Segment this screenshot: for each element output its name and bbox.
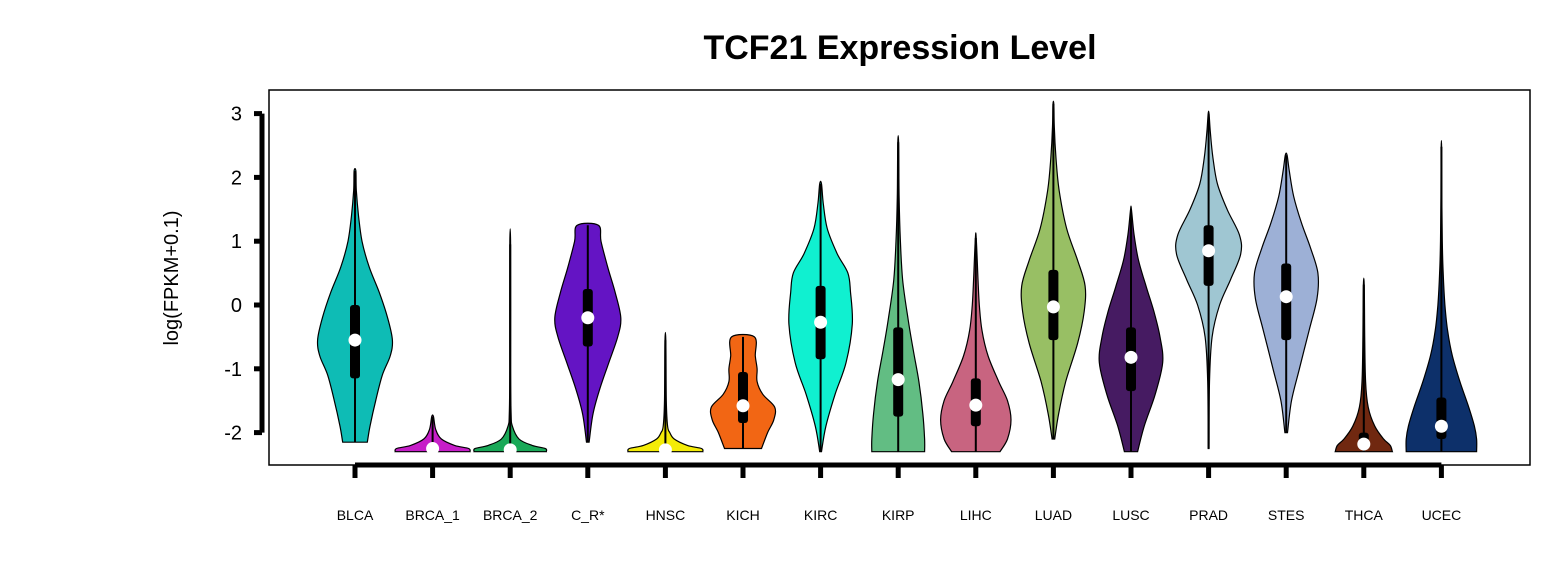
violin-median-stes [1279,290,1293,304]
violin-median-kirp [891,373,905,387]
violin-ucec [1405,139,1478,453]
y-axis-label: log(FPKM+0.1) [161,210,183,345]
x-tick-label-c-r: C_R* [571,507,605,523]
violin-median-c-r [581,311,595,325]
x-tick-label-stes: STES [1268,507,1305,523]
x-tick-label-brca-2: BRCA_2 [483,507,538,523]
y-tick-label: -1 [224,359,242,381]
violin-thca [1334,277,1394,453]
y-tick-label: 0 [231,295,242,317]
violin-brca-2 [473,228,548,457]
violin-median-ucec [1434,419,1448,433]
violin-median-brca-1 [426,442,440,456]
violin-prad [1175,110,1243,450]
x-tick-label-blca: BLCA [337,507,374,523]
violin-brca-1 [394,414,471,456]
violin-median-brca-2 [503,443,517,457]
violin-iqr-kirp [893,327,904,417]
violin-kich [709,333,777,450]
x-tick-label-brca-1: BRCA_1 [405,507,460,523]
violin-kirp [871,134,926,453]
x-tick-label-kirc: KIRC [804,507,837,523]
violin-kirc [788,180,854,453]
violin-iqr-kich [738,371,748,424]
violin-hnsc [627,331,704,457]
y-tick-label: -2 [224,423,242,445]
y-tick-label: 1 [231,231,242,253]
violin-luad [1020,100,1087,440]
y-tick-label: 3 [231,104,242,126]
violin-c-r [554,222,622,443]
x-tick-label-thca: THCA [1345,507,1384,523]
violin-blca [316,168,394,443]
violin-median-blca [348,333,362,347]
axes-group: 3 2 1 0 -1 -2 BLCA BRCA_1 BRCA_2 C_R* HNSC KICH KIRC… [224,104,1461,523]
y-tick-label: 2 [231,167,242,189]
x-tick-label-lusc: LUSC [1112,507,1149,523]
x-tick-label-prad: PRAD [1189,507,1228,523]
violin-median-hnsc [658,443,672,457]
violin-median-luad [1046,300,1060,314]
x-tick-label-kich: KICH [726,507,759,523]
violin-median-lusc [1124,350,1138,364]
violin-median-lihc [969,398,983,412]
violin-stes [1253,152,1320,434]
x-tick-label-hnsc: HNSC [646,507,686,523]
violin-iqr-ucec [1436,397,1447,439]
violin-median-kich [736,399,750,413]
violin-median-kirc [814,315,828,329]
x-tick-label-luad: LUAD [1035,507,1072,523]
violin-median-thca [1357,437,1371,451]
violins-group [316,100,1478,457]
violin-lusc [1098,205,1164,453]
violin-lihc [939,232,1012,453]
x-tick-label-lihc: LIHC [960,507,992,523]
x-tick-label-ucec: UCEC [1422,507,1462,523]
x-tick-label-kirp: KIRP [882,507,915,523]
chart-title: TCF21 Expression Level [703,29,1096,67]
violin-median-prad [1202,244,1216,258]
